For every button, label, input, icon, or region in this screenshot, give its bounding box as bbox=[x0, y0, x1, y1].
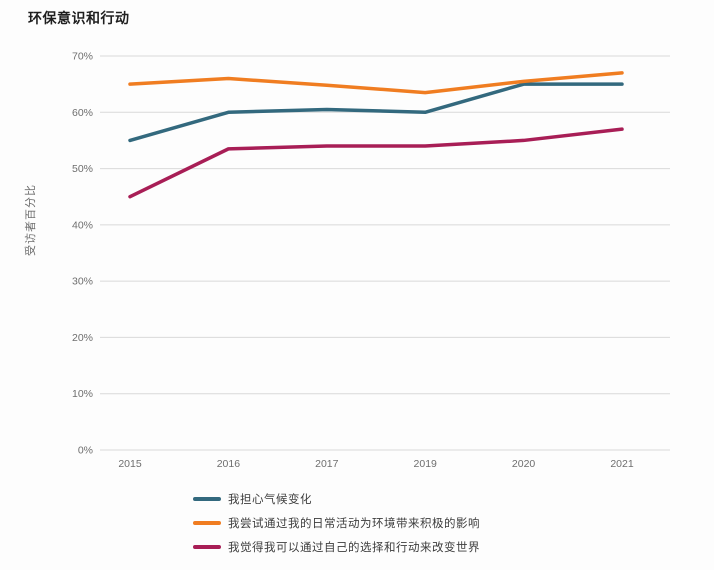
y-tick-label: 40% bbox=[72, 219, 93, 231]
chart-title: 环保意识和行动 bbox=[28, 10, 130, 26]
legend-label: 我尝试通过我的日常活动为环境带来积极的影响 bbox=[228, 517, 480, 530]
y-tick-label: 0% bbox=[78, 445, 93, 457]
line-chart: 0% 10% 20% 30% 40% 50% 60% 70% 2015 2016 2017 2019 2… bbox=[24, 51, 670, 470]
legend-label: 我担心气候变化 bbox=[228, 493, 312, 506]
x-tick-label: 2015 bbox=[118, 458, 142, 470]
x-tick-label: 2021 bbox=[610, 458, 634, 470]
y-tick-label: 50% bbox=[72, 163, 93, 175]
legend-swatch-orange bbox=[193, 520, 221, 525]
series-line-3[interactable] bbox=[128, 127, 624, 199]
legend-label: 我觉得我可以通过自己的选择和行动来改变世界 bbox=[228, 541, 480, 554]
series-line-2[interactable] bbox=[128, 71, 624, 95]
y-tick-label: 10% bbox=[72, 388, 93, 400]
y-tick-label: 60% bbox=[72, 107, 93, 119]
x-tick-label: 2016 bbox=[217, 458, 241, 470]
legend-swatch-crimson bbox=[193, 544, 221, 549]
legend-swatch-teal bbox=[193, 496, 221, 501]
legend-item-change-world[interactable]: 我觉得我可以通过自己的选择和行动来改变世界 bbox=[193, 538, 480, 555]
x-tick-label: 2019 bbox=[414, 458, 438, 470]
series-line-1[interactable] bbox=[128, 82, 624, 143]
legend: 我担心气候变化 我尝试通过我的日常活动为环境带来积极的影响 我觉得我可以通过自己… bbox=[193, 490, 480, 555]
y-tick-label: 70% bbox=[72, 51, 93, 63]
x-tick-label: 2020 bbox=[512, 458, 536, 470]
y-tick-label: 20% bbox=[72, 332, 93, 344]
y-tick-label: 30% bbox=[72, 276, 93, 288]
legend-item-worried-climate[interactable]: 我担心气候变化 bbox=[193, 490, 480, 507]
x-tick-label: 2017 bbox=[315, 458, 339, 470]
legend-item-daily-impact[interactable]: 我尝试通过我的日常活动为环境带来积极的影响 bbox=[193, 514, 480, 531]
y-axis-title: 受访者百分比 bbox=[24, 184, 37, 256]
